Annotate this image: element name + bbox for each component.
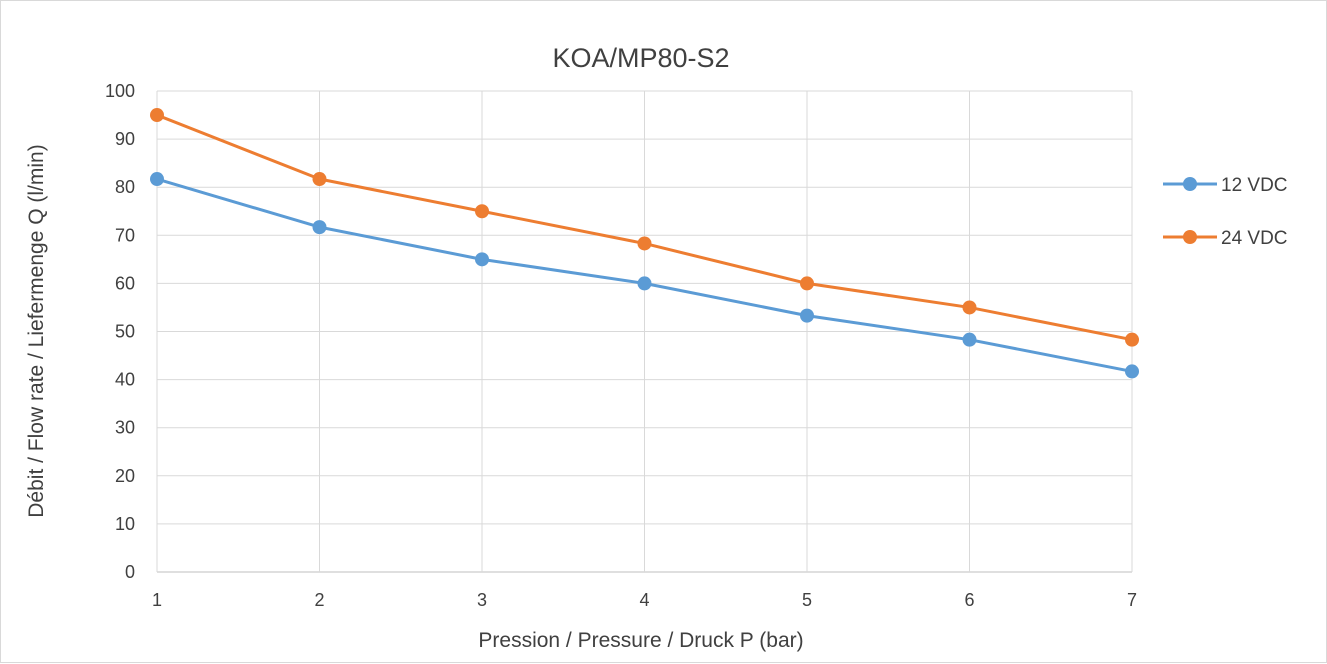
- data-point: [312, 220, 327, 235]
- legend-marker: [1183, 230, 1197, 244]
- y-tick-label: 90: [115, 129, 135, 149]
- legend-entry: 24 VDC: [1163, 228, 1288, 249]
- data-point: [637, 236, 652, 251]
- series-0: [150, 172, 1139, 379]
- x-tick-label: 7: [1127, 590, 1137, 610]
- x-tick-label: 3: [477, 590, 487, 610]
- x-tick-label: 2: [314, 590, 324, 610]
- y-tick-label: 50: [115, 322, 135, 342]
- x-tick-label: 1: [152, 590, 162, 610]
- data-point: [962, 300, 977, 315]
- y-tick-label: 20: [115, 466, 135, 486]
- x-tick-label: 4: [639, 590, 649, 610]
- x-tick-labels: 1 2 3 4 5 6 7: [152, 590, 1137, 610]
- y-tick-label: 0: [125, 562, 135, 582]
- data-point: [150, 172, 164, 187]
- data-point: [150, 108, 164, 123]
- data-point: [312, 172, 327, 187]
- legend-label: 24 VDC: [1221, 228, 1288, 249]
- chart-title: KOA/MP80-S2: [552, 43, 729, 73]
- series-layer: [150, 108, 1139, 379]
- legend-entry: 12 VDC: [1163, 175, 1288, 196]
- legend-marker: [1183, 177, 1197, 191]
- data-point: [800, 276, 814, 291]
- x-axis-label: Pression / Pressure / Druck P (bar): [478, 629, 803, 652]
- legend-label: 12 VDC: [1221, 175, 1288, 196]
- y-axis-label: Débit / Flow rate / Liefermenge Q (l/min…: [25, 144, 48, 517]
- data-point: [962, 332, 977, 347]
- data-point: [475, 204, 489, 219]
- y-tick-label: 70: [115, 225, 135, 245]
- y-tick-label: 80: [115, 177, 135, 197]
- data-point: [800, 308, 814, 323]
- y-tick-label: 30: [115, 418, 135, 438]
- y-tick-label: 40: [115, 370, 135, 390]
- data-point: [1125, 332, 1139, 347]
- data-point: [475, 252, 489, 267]
- y-tick-label: 10: [115, 514, 135, 534]
- y-tick-label: 100: [105, 81, 135, 101]
- series-1: [150, 108, 1139, 347]
- y-tick-label: 60: [115, 273, 135, 293]
- data-point: [637, 276, 652, 291]
- grid-lines: [156, 90, 1133, 573]
- x-tick-label: 6: [964, 590, 974, 610]
- y-tick-labels: 0 10 20 30 40 50 60 70 80 90 100: [105, 81, 135, 582]
- legend: 12 VDC 24 VDC: [1163, 175, 1288, 249]
- data-point: [1125, 364, 1139, 379]
- x-tick-label: 5: [802, 590, 812, 610]
